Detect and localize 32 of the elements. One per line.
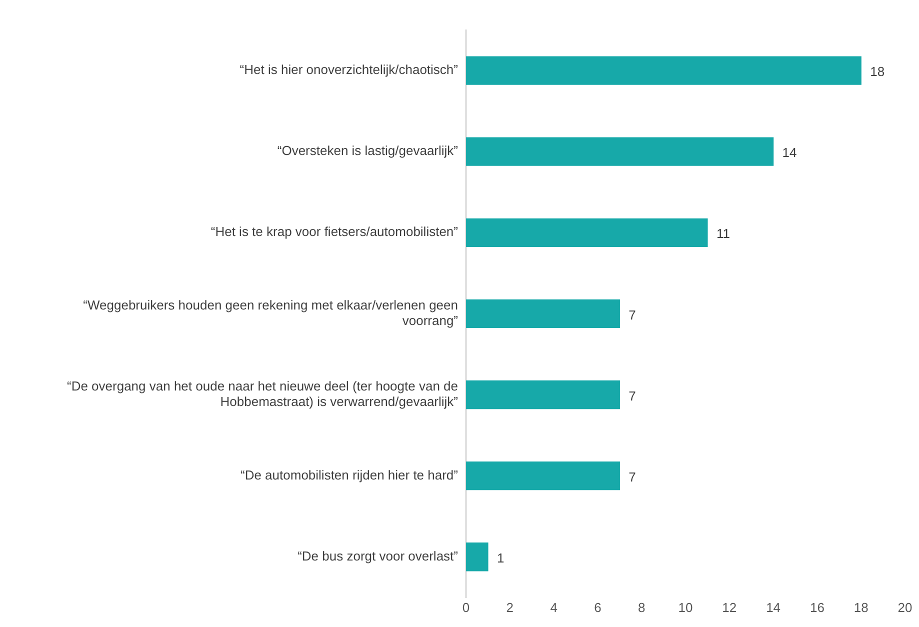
x-tick-label: 8 — [638, 600, 646, 615]
bar — [466, 56, 862, 85]
data-label: 11 — [716, 226, 730, 242]
x-tick-label: 4 — [550, 600, 558, 615]
bar — [466, 461, 620, 490]
x-tick-label: 18 — [854, 600, 868, 615]
data-label: 7 — [628, 388, 636, 404]
bar — [466, 299, 620, 328]
data-label: 1 — [496, 550, 504, 566]
x-tick-label: 6 — [594, 600, 602, 615]
data-label: 18 — [870, 64, 885, 80]
x-tick-label: 12 — [722, 600, 737, 615]
x-tick-label: 10 — [678, 600, 693, 615]
y-tick-label: “De bus zorgt voor overlast” — [298, 548, 458, 564]
y-tick-label: “Oversteken is lastig/gevaarlijk” — [277, 143, 458, 158]
bar — [466, 542, 488, 572]
x-tick-label: 16 — [810, 600, 824, 615]
x-tick-label: 20 — [898, 600, 912, 615]
bar — [466, 380, 620, 410]
y-tick-label: “Het is te krap voor fietsers/automobilisten” — [210, 224, 458, 240]
y-tick-label: “Weggebruikers houden geen rekening met elkaar/verlenen geen voorrang” — [83, 297, 458, 328]
bar — [466, 218, 708, 247]
y-tick-label: “Het is hier onoverzichtelijk/chaotisch” — [240, 62, 458, 78]
x-tick-label: 2 — [506, 600, 514, 615]
data-label: 7 — [628, 469, 636, 484]
x-tick-label: 14 — [766, 600, 781, 615]
y-tick-label: “De overgang van het oude naar het nieuwe deel (ter hoogte van de Hobbemastraat) is verwarrend/gevaarlijk” — [67, 378, 458, 410]
data-label: 14 — [782, 145, 797, 160]
y-tick-label: “De automobilisten rijden hier te hard” — [240, 467, 458, 482]
bar — [466, 137, 774, 166]
x-tick-label: 0 — [462, 600, 470, 615]
data-label: 7 — [628, 307, 636, 322]
